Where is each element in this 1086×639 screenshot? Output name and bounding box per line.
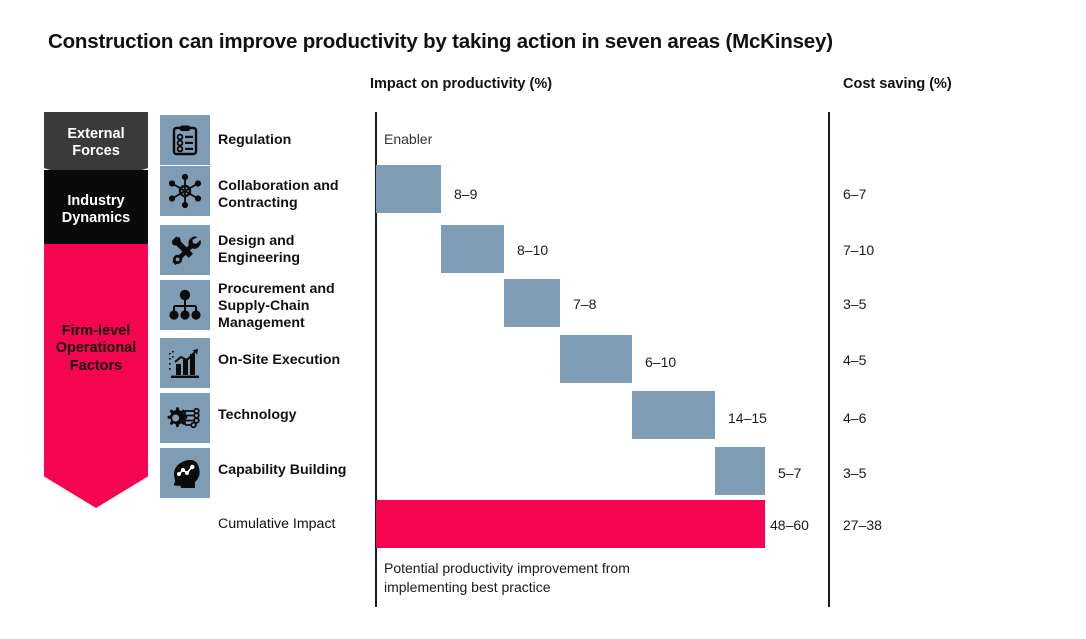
tools-wrench-screwdriver-icon <box>167 232 203 268</box>
icon-tile-1 <box>160 166 210 216</box>
row-label: Collaboration and Contracting <box>218 178 339 211</box>
icon-tile-2 <box>160 225 210 275</box>
gear-circuit-icon <box>167 402 203 434</box>
icon-tile-3 <box>160 280 210 330</box>
page-title: Construction can improve productivity by… <box>48 30 833 53</box>
arrow-segment-label: Firm-level Operational Factors <box>55 323 137 374</box>
footnote-text: Potential productivity improvement from … <box>384 560 630 595</box>
waterfall-bar <box>376 165 441 213</box>
waterfall-bar <box>560 335 632 383</box>
bar-value-label: 6–10 <box>645 354 677 370</box>
column-header-impact: Impact on productivity (%) <box>370 76 553 92</box>
org-hierarchy-icon <box>167 289 203 321</box>
bar-value-label: 7–8 <box>573 296 597 312</box>
category-arrow: External Forces Industry Dynamics Firm-l… <box>44 112 148 508</box>
cost-saving-value: 6–7 <box>843 186 867 202</box>
icon-tile-6 <box>160 448 210 498</box>
row-label: Procurement and Supply-Chain Management <box>218 281 335 331</box>
cost-saving-value: 3–5 <box>843 465 867 481</box>
cost-saving-value: 4–5 <box>843 352 867 368</box>
bar-value-label: 8–10 <box>517 242 549 258</box>
cumulative-impact-value: 48–60 <box>770 517 809 533</box>
column-header-cost: Cost saving (%) <box>843 76 952 92</box>
bar-value-label: 5–7 <box>778 465 802 481</box>
enabler-annotation: Enabler <box>384 131 433 147</box>
row-label: Design and Engineering <box>218 233 300 266</box>
clipboard-checklist-icon <box>168 123 202 157</box>
icon-tile-0 <box>160 115 210 165</box>
waterfall-bar <box>632 391 715 439</box>
cumulative-cost-value: 27–38 <box>843 517 882 533</box>
icon-tile-4 <box>160 338 210 388</box>
bar-value-label: 14–15 <box>728 410 767 426</box>
chart-axis-left <box>375 112 377 607</box>
row-label: Technology <box>218 407 297 423</box>
icon-tile-5 <box>160 393 210 443</box>
cost-saving-value: 7–10 <box>843 242 875 258</box>
waterfall-bar <box>504 279 560 327</box>
chart-axis-right <box>828 112 830 607</box>
bar-chart-growth-icon <box>167 347 203 379</box>
head-network-icon <box>167 457 203 489</box>
waterfall-bar <box>441 225 504 273</box>
arrow-segment-label: External Forces <box>67 125 125 159</box>
cumulative-impact-label: Cumulative Impact <box>218 516 336 532</box>
arrow-segment-firm-level-operational-factors: Firm-level Operational Factors <box>44 244 148 508</box>
cost-saving-value: 4–6 <box>843 410 867 426</box>
waterfall-bar <box>715 447 765 495</box>
bar-value-label: 8–9 <box>454 186 478 202</box>
arrow-segment-label: Industry Dynamics <box>61 192 131 226</box>
cumulative-impact-bar <box>376 500 765 548</box>
network-hub-icon <box>167 173 203 209</box>
row-label: Regulation <box>218 132 292 148</box>
row-label: On-Site Execution <box>218 352 341 368</box>
row-label: Capability Building <box>218 462 347 478</box>
cost-saving-value: 3–5 <box>843 296 867 312</box>
